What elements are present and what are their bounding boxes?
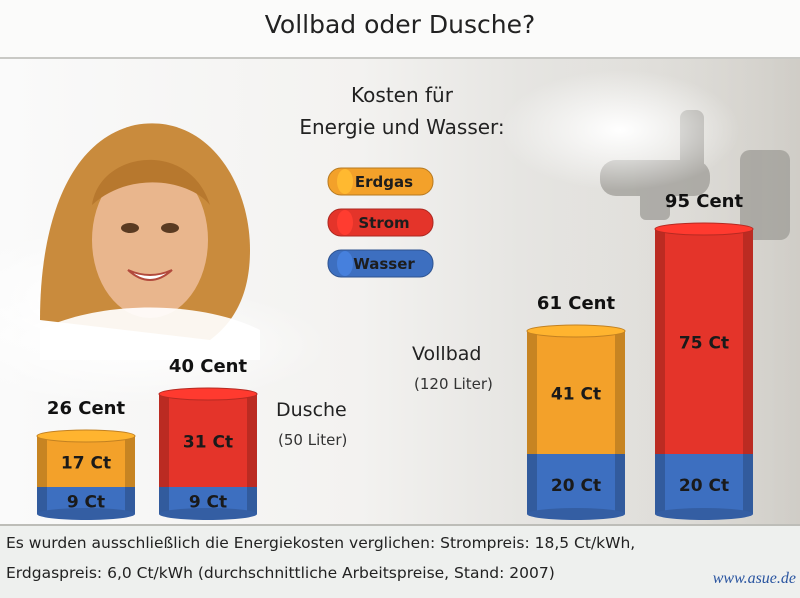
chart-area: Kosten für Energie und Wasser: Erdgas Str…	[0, 59, 800, 524]
legend-label-strom: Strom	[358, 214, 409, 232]
footnote-line1: Es wurden ausschließlich die Energiekost…	[6, 534, 636, 552]
bar-segment-erdgas	[37, 436, 135, 487]
bar-segment-label: 9 Ct	[189, 493, 227, 513]
bar-total-label: 61 Cent	[537, 293, 616, 314]
legend-swatch-wasser	[327, 249, 434, 278]
bar-segment-shade-left	[37, 436, 47, 487]
bar-vollbad-2: 20 Ct 75 Ct 95 Cent	[654, 191, 754, 520]
footnote: Es wurden ausschließlich die Energiekost…	[0, 524, 800, 598]
chart-title-line2: Energie und Wasser:	[299, 115, 504, 139]
bar-segment-shade-left	[37, 487, 47, 514]
bar-segment-shade-left	[655, 454, 665, 514]
bar-dusche-2: 9 Ct 31 Ct 40 Cent	[158, 356, 258, 520]
bar-segment-erdgas	[527, 331, 625, 454]
bar-segment-shade-right	[125, 436, 135, 487]
bar-segment-shade-right	[247, 394, 257, 487]
bar-segment-shade-right	[615, 331, 625, 454]
cost-chart: Kosten für Energie und Wasser: Erdgas Str…	[0, 59, 800, 524]
group-sublabel-dusche: (50 Liter)	[278, 431, 347, 449]
legend-item-strom: Strom	[327, 208, 434, 237]
legend-cap-erdgas	[337, 169, 353, 194]
bar-segment-label: 41 Ct	[551, 385, 601, 405]
legend-swatch-strom	[327, 208, 434, 237]
bar-vollbad-1: 20 Ct 41 Ct 61 Cent	[526, 293, 626, 520]
bar-segment-shade-right	[125, 487, 135, 514]
bar-top-cap	[526, 324, 626, 338]
group-labels: Dusche (50 Liter) Vollbad (120 Liter)	[276, 343, 493, 449]
bar-segment-label: 20 Ct	[551, 476, 601, 496]
bar-segment-shade-left	[527, 331, 537, 454]
bar-base-rim	[655, 508, 753, 520]
group-label-vollbad: Vollbad	[412, 343, 481, 365]
bar-total-label: 95 Cent	[665, 191, 744, 212]
footnote-line2: Erdgaspreis: 6,0 Ct/kWh (durchschnittlic…	[6, 564, 555, 582]
source-link[interactable]: www.asue.de	[712, 570, 796, 587]
legend-label-erdgas: Erdgas	[355, 173, 413, 191]
bar-segment-shade-right	[743, 454, 753, 514]
bar-segment-shade-right	[247, 487, 257, 514]
bar-top-cap	[654, 222, 754, 236]
bar-segment-shade-left	[527, 454, 537, 514]
legend-swatch-erdgas	[327, 167, 434, 196]
bar-dusche-1: 9 Ct 17 Ct 26 Cent	[36, 398, 136, 520]
page-title: Vollbad oder Dusche?	[264, 10, 536, 39]
group-label-dusche: Dusche	[276, 399, 347, 421]
bar-total-label: 26 Cent	[47, 398, 126, 419]
woman-illustration	[40, 123, 260, 360]
bar-segment-label: 31 Ct	[183, 433, 233, 453]
bar-segment-strom	[159, 394, 257, 487]
legend-cap-wasser	[337, 251, 353, 276]
bar-base-rim	[527, 508, 625, 520]
legend-cap-strom	[337, 210, 353, 235]
bars: 9 Ct 17 Ct 26 Cent 9 Ct 31 Ct 40 Cent 20 Ct 41 …	[36, 191, 754, 520]
bar-segment-wasser	[655, 454, 753, 514]
bar-segment-strom	[655, 229, 753, 454]
bar-segment-shade-left	[655, 229, 665, 454]
bar-segment-shade-left	[159, 394, 169, 487]
bar-segment-shade-right	[743, 229, 753, 454]
group-sublabel-vollbad: (120 Liter)	[414, 375, 493, 393]
legend-item-erdgas: Erdgas	[327, 167, 434, 196]
bar-top-cap	[158, 387, 258, 401]
legend-label-wasser: Wasser	[353, 255, 415, 273]
legend: Erdgas Strom Wasser	[327, 167, 434, 278]
bar-segment-label: 20 Ct	[679, 476, 729, 496]
bar-segment-wasser	[527, 454, 625, 514]
legend-item-wasser: Wasser	[327, 249, 434, 278]
title-bar: Vollbad oder Dusche?	[0, 0, 800, 59]
bar-base-rim	[37, 508, 135, 520]
bar-segment-label: 9 Ct	[67, 493, 105, 513]
bar-segment-label: 75 Ct	[679, 334, 729, 354]
chart-title-line1: Kosten für	[351, 83, 454, 107]
bar-top-cap	[36, 429, 136, 443]
bar-base-rim	[159, 508, 257, 520]
bar-segment-shade-left	[159, 487, 169, 514]
bar-segment-shade-right	[615, 454, 625, 514]
bar-segment-label: 17 Ct	[61, 454, 111, 474]
bar-total-label: 40 Cent	[169, 356, 248, 377]
